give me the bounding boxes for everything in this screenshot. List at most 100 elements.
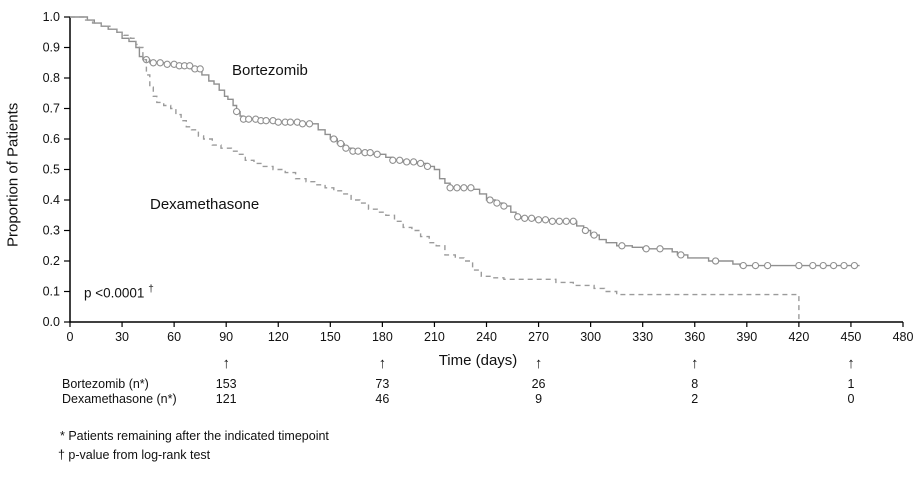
censor-marker [514,213,522,221]
censor-marker [493,199,501,207]
at-risk-value: 153 [216,377,237,391]
censor-marker [809,261,817,270]
censor-marker [829,261,838,270]
dagger-icon: † [148,284,154,295]
censor-marker [795,261,803,270]
censor-marker [262,117,270,125]
censor-marker [562,217,570,225]
censor-marker [149,59,157,67]
arrow-up-icon: ↑ [691,355,699,372]
censor-marker [305,120,314,128]
at-risk-value: 2 [691,392,698,406]
censor-marker [467,184,475,192]
censor-marker [396,156,404,164]
x-tick-label: 360 [684,330,705,344]
y-tick-label: 0.1 [43,285,60,299]
censor-marker [373,150,381,158]
censor-marker [403,158,411,166]
censor-marker [274,118,282,126]
x-tick-label: 0 [67,330,74,344]
at-risk-value: 0 [847,392,854,406]
arrow-up-icon: ↑ [847,355,855,372]
series-bortezomib [70,16,860,267]
censor-marker [555,217,564,225]
at-risk-value: 73 [375,377,389,391]
censor-marker [500,202,508,210]
censor-marker [739,261,747,270]
at-risk-value: 46 [375,392,389,406]
x-tick-label: 120 [268,330,289,344]
footnote-patients-remaining: * Patients remaining after the indicated… [60,429,329,443]
censor-marker [819,261,827,270]
y-tick-label: 0.4 [43,193,60,207]
censor-marker [460,184,468,192]
censor-marker [618,242,626,250]
y-tick-label: 0.3 [43,224,60,238]
censor-marker [232,107,241,116]
x-tick-label: 180 [372,330,393,344]
x-tick-label: 330 [632,330,653,344]
censor-marker [642,245,650,253]
censor-marker [569,217,577,225]
arrow-up-icon: ↑ [535,355,543,372]
censor-marker [342,144,350,152]
censor-marker [354,147,362,155]
censor-marker [163,60,171,68]
footnote-logrank: † p-value from log-rank test [58,448,211,462]
x-axis-title: Time (days) [438,352,518,369]
y-tick-label: 1.0 [43,10,60,24]
x-tick-label: 300 [580,330,601,344]
censor-marker [763,261,772,270]
censor-marker [446,184,454,192]
at-risk-row-label-dexamethasone: Dexamethasone (n*) [62,392,177,406]
censor-marker [196,65,204,73]
censor-marker [298,120,307,128]
censor-marker [186,62,194,70]
at-risk-value: 26 [532,377,546,391]
y-tick-label: 0.8 [43,71,60,85]
y-tick-label: 0.6 [43,132,60,146]
censor-marker [751,261,760,270]
arrow-up-icon: ↑ [379,355,387,372]
pvalue-text: p <0.0001 [84,285,145,301]
at-risk-value: 8 [691,377,698,391]
censor-marker [850,261,859,270]
x-tick-label: 270 [528,330,549,344]
censor-marker [453,184,461,192]
censor-marker [677,251,685,259]
x-tick-label: 210 [424,330,445,344]
curve-label-bortezomib: Bortezomib [232,62,308,79]
censor-marker [389,156,397,164]
censor-marker [245,115,253,123]
x-tick-label: 450 [841,330,862,344]
censor-marker [409,158,418,166]
censor-marker [486,196,494,204]
censor-marker [286,118,295,126]
x-tick-label: 60 [167,330,181,344]
x-tick-label: 240 [476,330,497,344]
at-risk-value: 121 [216,392,237,406]
censor-marker [416,159,425,168]
censor-marker [366,149,374,157]
y-tick-label: 0.9 [43,41,60,55]
censor-marker [521,214,529,222]
censor-marker [840,261,848,270]
x-tick-label: 420 [788,330,809,344]
censor-marker [337,139,345,148]
arrow-up-icon: ↑ [222,355,230,372]
at-risk-value: 9 [535,392,542,406]
at-risk-row-label-bortezomib: Bortezomib (n*) [62,377,149,391]
x-tick-label: 30 [115,330,129,344]
censor-marker [590,231,598,239]
pvalue-annotation: p <0.0001 † [84,284,154,301]
x-tick-label: 390 [736,330,757,344]
censor-marker [541,216,550,224]
y-tick-label: 0.0 [43,315,60,329]
y-tick-label: 0.7 [43,102,60,116]
censor-marker [548,217,557,225]
x-tick-label: 90 [219,330,233,344]
censor-marker [656,245,664,253]
censor-marker [711,257,720,265]
